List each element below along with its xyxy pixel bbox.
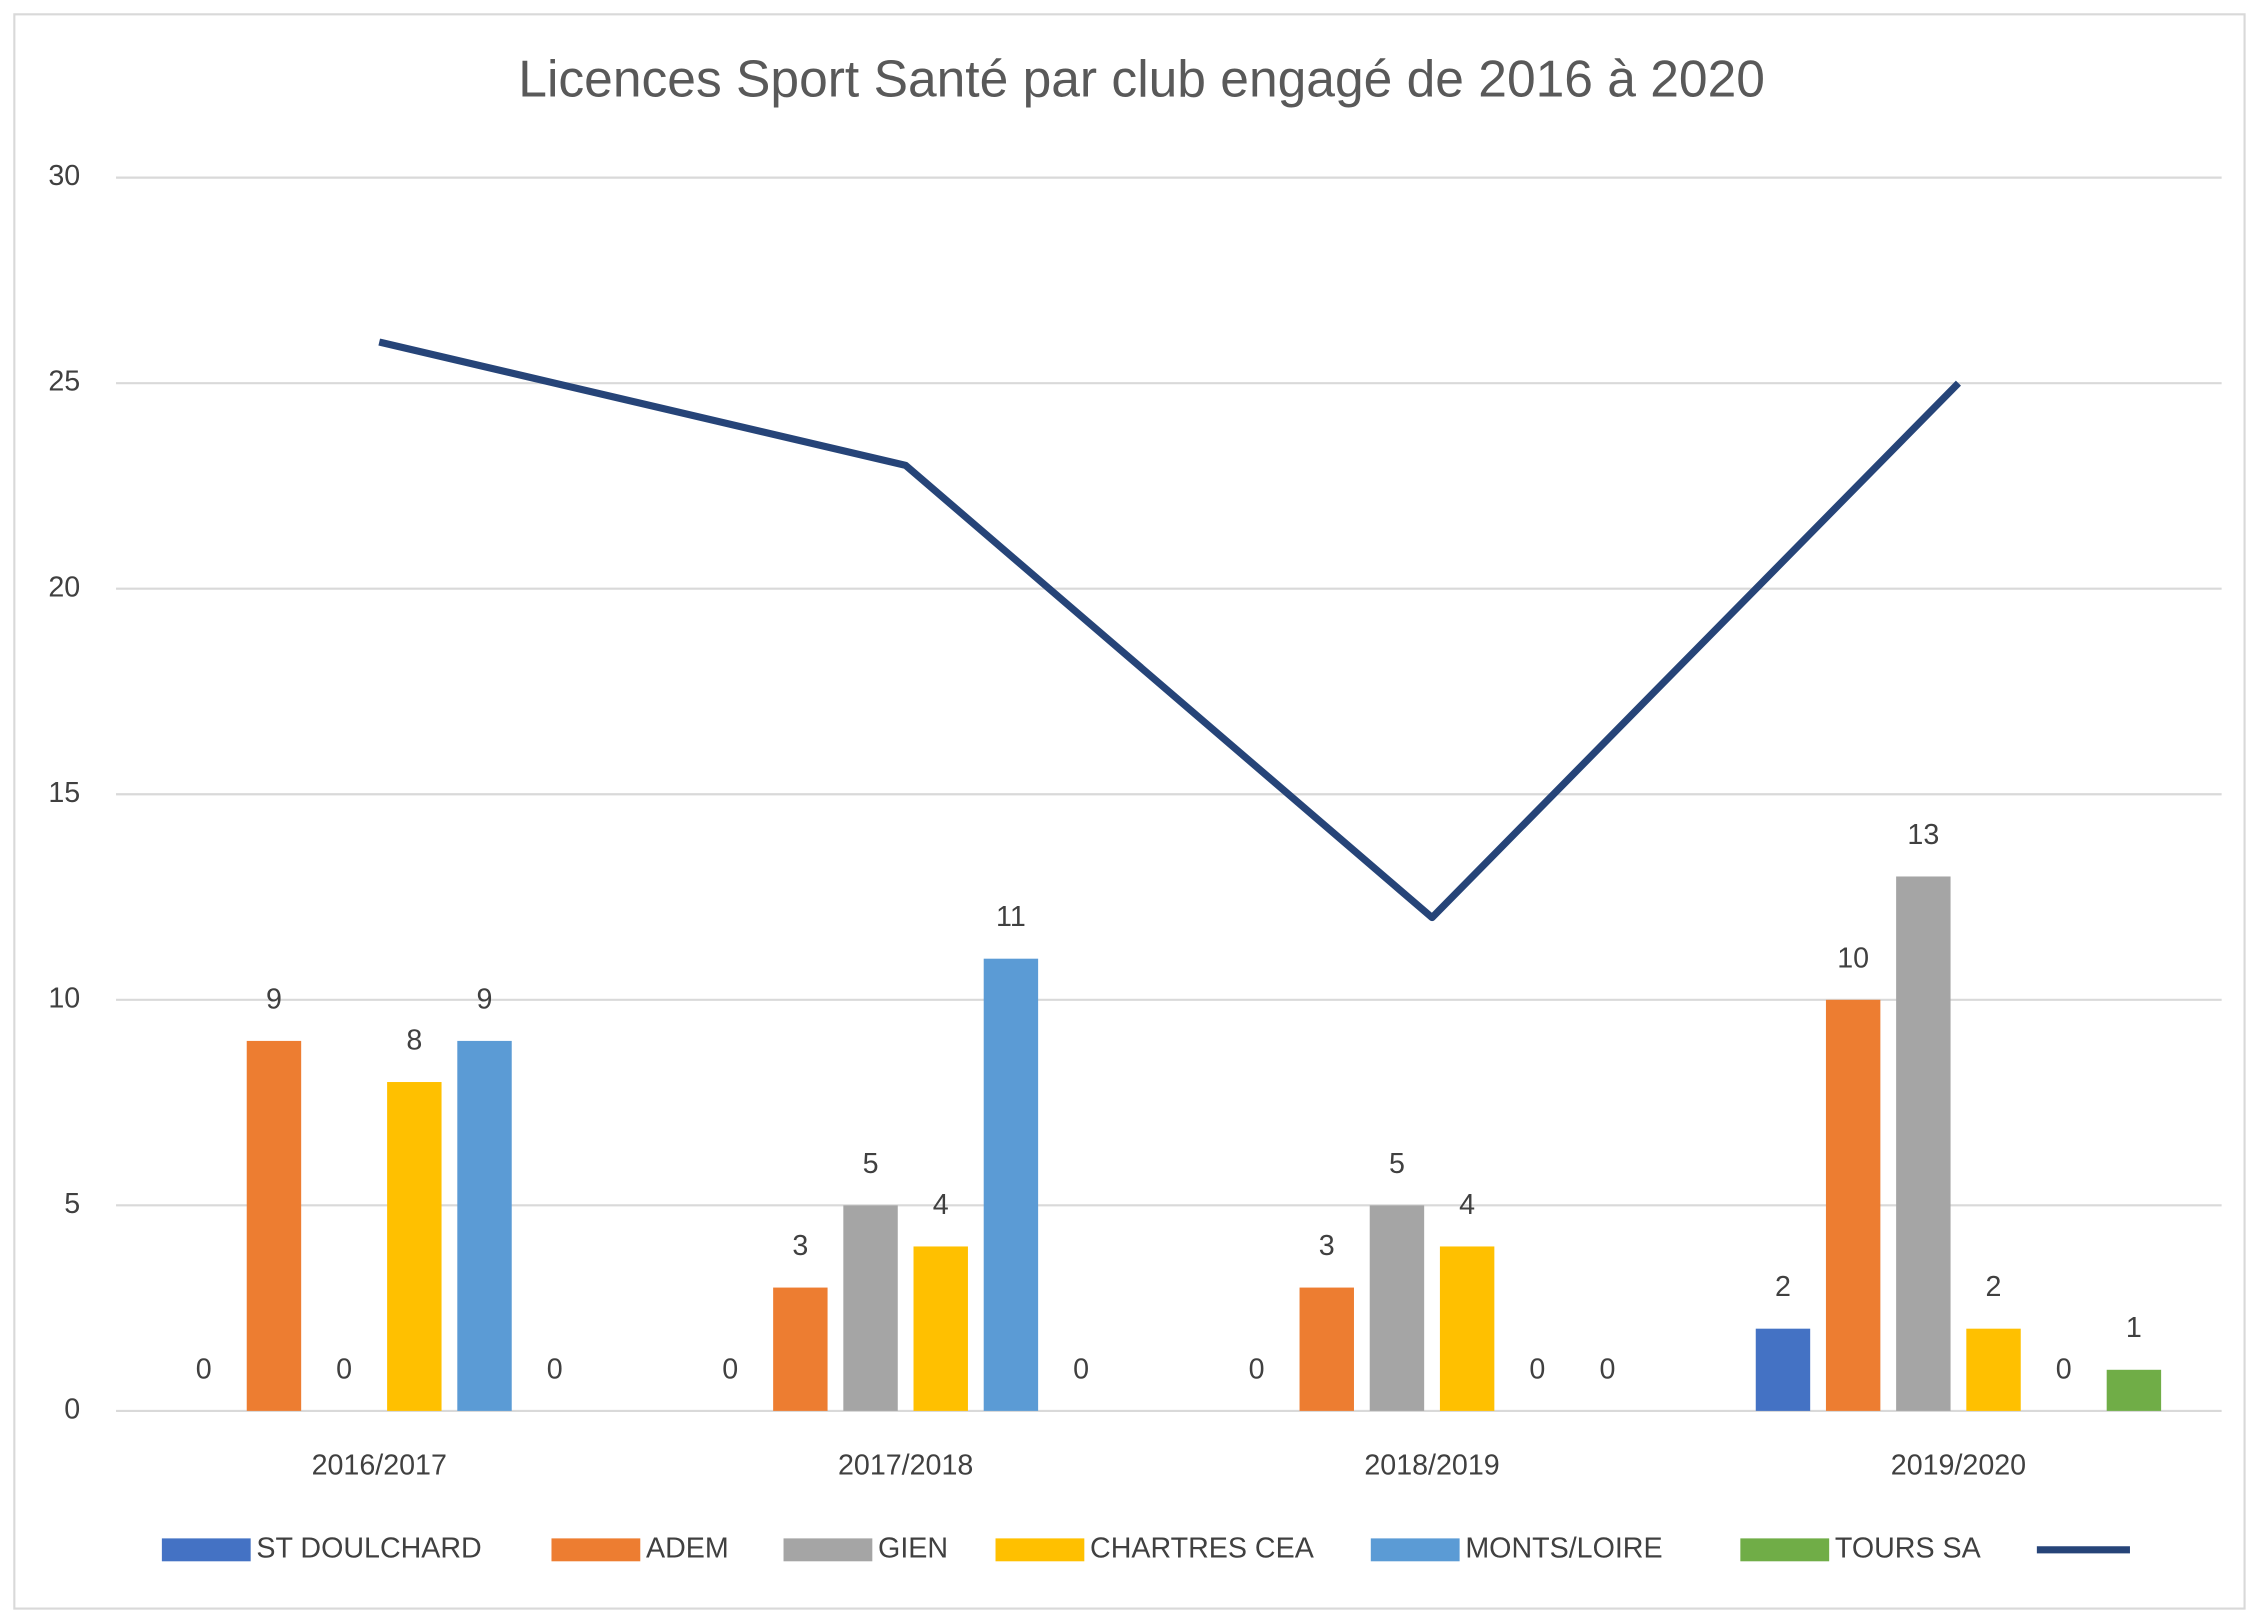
data-label: 0 [1073, 1353, 1089, 1385]
x-tick-label: 2018/2019 [1364, 1449, 1499, 1481]
legend-swatch [551, 1538, 641, 1562]
bar [1896, 876, 1951, 1411]
data-label: 4 [933, 1189, 949, 1221]
x-tick-label: 2017/2018 [838, 1449, 973, 1481]
data-label: 0 [1529, 1353, 1545, 1385]
data-label: 0 [2056, 1353, 2072, 1385]
bar [457, 1040, 512, 1411]
bar [983, 958, 1039, 1411]
data-label: 0 [196, 1353, 212, 1385]
legend-label: ST DOULCHARD [256, 1532, 481, 1564]
legend-label: TOURS SA [1835, 1532, 1982, 1564]
data-label: 10 [1837, 942, 1869, 974]
x-tick-label: 2016/2017 [312, 1449, 447, 1481]
y-tick-label: 30 [48, 160, 80, 192]
x-tick-label: 2019/2020 [1891, 1449, 2026, 1481]
data-label: 13 [1907, 819, 1939, 851]
y-tick-label: 0 [64, 1393, 80, 1425]
bar [1825, 999, 1881, 1411]
legend-label: GIEN [878, 1532, 948, 1564]
legend-label: ADEM [646, 1532, 729, 1564]
legend-swatch [1370, 1538, 1460, 1562]
chart-title: Licences Sport Santé par club engagé de … [518, 50, 1765, 108]
data-label: 8 [406, 1024, 422, 1056]
legend-label: MONTS/LOIRE [1465, 1532, 1662, 1564]
data-label: 5 [863, 1148, 879, 1180]
data-label: 5 [1389, 1148, 1405, 1180]
bar [913, 1246, 968, 1411]
bar [246, 1040, 302, 1411]
bar [1369, 1205, 1425, 1411]
bar [1966, 1328, 2021, 1411]
data-label: 11 [996, 901, 1026, 933]
data-label: 3 [792, 1230, 808, 1262]
bar [843, 1205, 898, 1411]
bar [1439, 1246, 1495, 1411]
bar [773, 1287, 828, 1411]
data-label: 2 [1986, 1271, 2002, 1303]
data-label: 9 [477, 983, 493, 1015]
data-label: 0 [1600, 1353, 1616, 1385]
data-label: 0 [336, 1353, 352, 1385]
bar [1755, 1328, 1811, 1411]
data-label: 2 [1775, 1271, 1791, 1303]
legend-swatch [995, 1538, 1085, 1562]
legend-swatch [1740, 1538, 1830, 1562]
data-label: 0 [547, 1353, 563, 1385]
y-tick-label: 10 [48, 982, 80, 1014]
bar [387, 1082, 442, 1411]
data-label: 9 [266, 983, 282, 1015]
y-tick-label: 5 [64, 1188, 80, 1220]
line [378, 338, 1961, 922]
legend-label: CHARTRES CEA [1090, 1532, 1315, 1564]
bar [2106, 1369, 2162, 1411]
y-tick-label: 20 [48, 571, 80, 603]
data-label: 0 [722, 1353, 738, 1385]
data-label: 3 [1319, 1230, 1335, 1262]
data-label: 0 [1249, 1353, 1265, 1385]
legend-swatch [783, 1538, 873, 1562]
bar [1299, 1287, 1354, 1411]
y-tick-label: 25 [48, 366, 80, 398]
data-label: 4 [1459, 1189, 1475, 1221]
legend-swatch [161, 1538, 251, 1562]
data-label: 1 [2126, 1312, 2142, 1344]
y-tick-label: 15 [48, 777, 80, 809]
